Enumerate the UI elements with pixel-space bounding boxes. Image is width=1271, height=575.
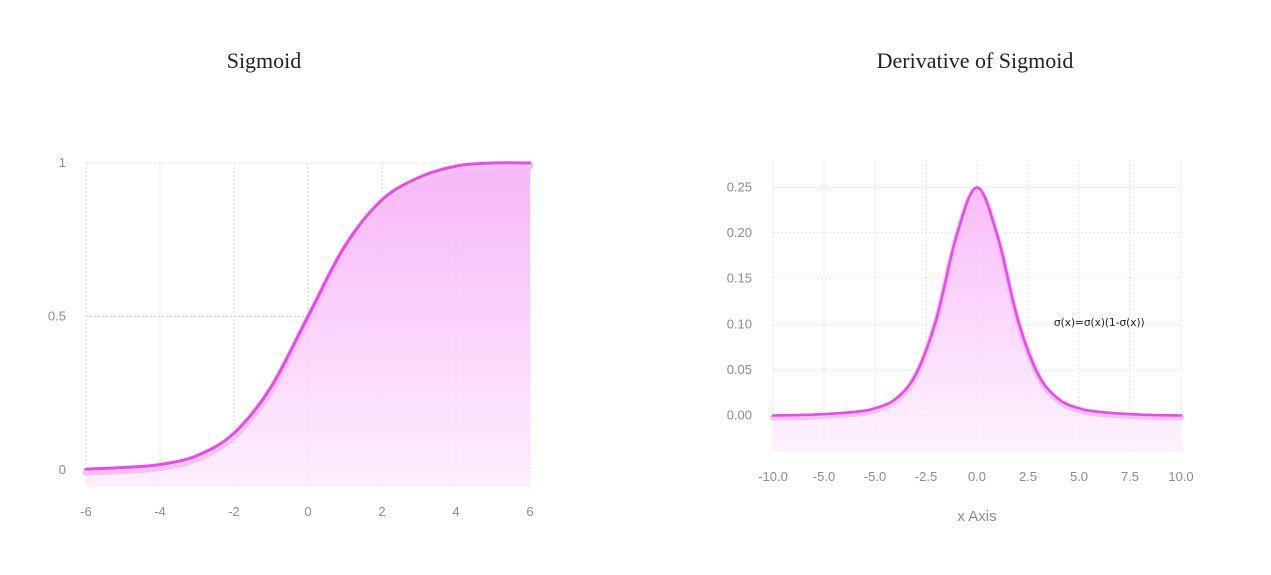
derivative-line — [771, 186, 1183, 417]
x-tick-label: 6 — [526, 504, 533, 519]
x-tick-label: 2.5 — [1019, 469, 1037, 484]
x-tick-label: -10.0 — [758, 469, 788, 484]
y-tick-label: 0.5 — [48, 309, 66, 324]
x-tick-label: -2.5 — [915, 469, 937, 484]
y-tick-label: 0.20 — [727, 225, 752, 240]
y-tick-label: 0.00 — [727, 408, 752, 423]
sigmoid-chart-title: Sigmoid — [226, 48, 302, 73]
x-tick-label: -4 — [154, 504, 166, 519]
y-tick-label: 0.05 — [727, 362, 752, 377]
x-tick-label: 7.5 — [1121, 469, 1139, 484]
x-tick-label: 5.0 — [1070, 469, 1088, 484]
x-tick-label: -2 — [228, 504, 240, 519]
x-tick-label: 4 — [452, 504, 459, 519]
x-axis-title: x Axis — [957, 508, 996, 525]
y-tick-label: 0.10 — [727, 316, 752, 331]
x-tick-label: -5.0 — [813, 469, 835, 484]
x-tick-label: 2 — [378, 504, 385, 519]
x-tick-label: 0 — [304, 504, 311, 519]
derivative-area-fill — [773, 187, 1181, 452]
derivative-line-shadow — [770, 186, 1184, 421]
derivative-chart-title: Derivative of Sigmoid — [876, 48, 1074, 73]
formula-annotation: σ(x)=σ(x)(1-σ(x)) — [1054, 317, 1145, 329]
x-tick-label: -6 — [80, 504, 92, 519]
sigmoid-line — [84, 161, 532, 471]
y-tick-label: 0 — [59, 462, 66, 477]
y-tick-label: 1 — [59, 155, 66, 170]
y-tick-label: 0.25 — [727, 179, 752, 194]
x-tick-label: 0.0 — [968, 469, 986, 484]
y-tick-label: 0.15 — [727, 271, 752, 286]
x-tick-label: 10.0 — [1168, 469, 1193, 484]
x-tick-label: -5.0 — [864, 469, 886, 484]
